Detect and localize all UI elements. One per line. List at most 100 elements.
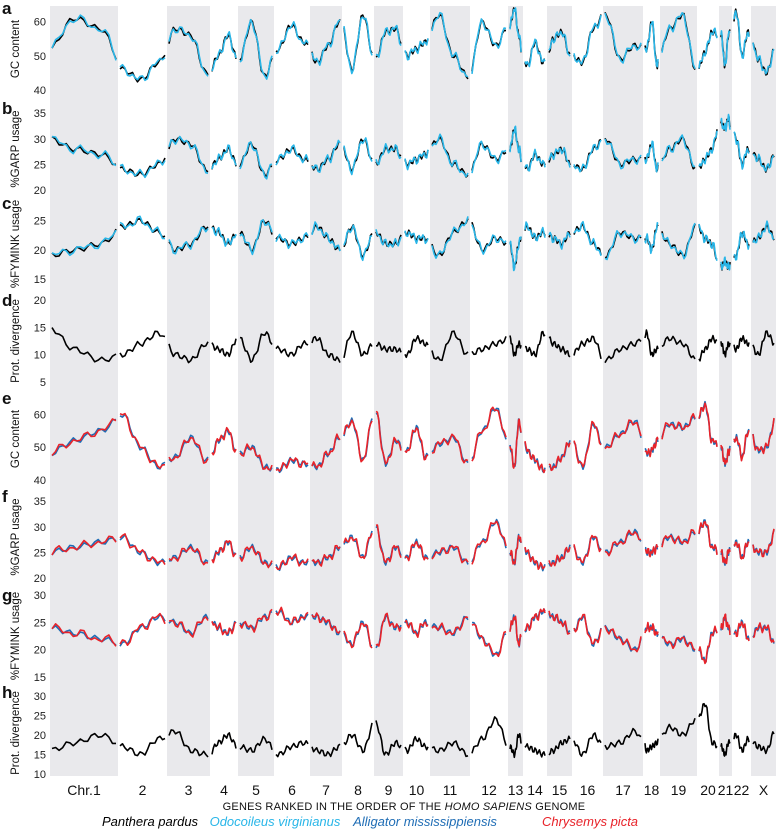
- series-line: [311, 433, 341, 469]
- series-line: [548, 30, 571, 57]
- series-line: [604, 727, 642, 751]
- panel-label: d: [2, 291, 12, 310]
- series-line: [752, 731, 775, 755]
- series-line: [119, 735, 166, 757]
- series-line: [471, 520, 507, 565]
- y-axis-label: %GARP usage: [10, 110, 22, 187]
- x-tick-label: 14: [527, 782, 543, 798]
- legend-entry: Odocoileus virginianus: [210, 814, 341, 829]
- series-line: [524, 148, 546, 172]
- series-line: [311, 139, 341, 173]
- y-tick-label: 15: [34, 274, 46, 286]
- series-line: [471, 406, 507, 462]
- y-tick-label: 20: [34, 295, 46, 307]
- series-line: [375, 524, 402, 564]
- series-line: [275, 457, 309, 472]
- series-line: [509, 236, 522, 272]
- series-line: [733, 541, 750, 560]
- y-tick-label: 50: [34, 51, 46, 63]
- chromosome-band: [660, 6, 697, 776]
- series-line: [604, 138, 642, 170]
- chromosome-band: [310, 6, 342, 776]
- series-line: [733, 131, 750, 170]
- y-tick-label: 30: [34, 691, 46, 703]
- series-line: [431, 740, 469, 758]
- series-line: [661, 717, 696, 737]
- panel-label: e: [2, 389, 11, 408]
- y-tick-label: 20: [34, 245, 46, 257]
- series-line: [275, 340, 309, 358]
- series-line: [51, 418, 117, 457]
- series-line: [604, 338, 642, 364]
- series-line: [644, 738, 659, 754]
- series-line: [168, 135, 209, 175]
- series-line: [211, 33, 237, 72]
- x-axis-label: GENES RANKED IN THE ORDER OF THE HOMO SA…: [223, 801, 586, 813]
- series-line: [604, 12, 642, 64]
- series-line: [573, 534, 602, 564]
- series-line: [311, 335, 341, 363]
- series-line: [471, 518, 507, 563]
- series-line: [604, 419, 642, 450]
- series-line: [509, 418, 522, 469]
- chromosome-bands: [50, 6, 776, 776]
- legend-entry: Chrysemys picta: [542, 814, 638, 829]
- series-line: [548, 336, 571, 358]
- y-tick-label: 35: [34, 496, 46, 508]
- y-tick-label: 50: [34, 442, 46, 454]
- series-line: [698, 29, 718, 69]
- chromosome-band: [719, 6, 732, 776]
- series-line: [752, 417, 775, 455]
- series-line: [239, 219, 273, 256]
- y-tick-label: 20: [34, 645, 46, 657]
- series-line: [698, 702, 718, 749]
- x-tick-label: X: [759, 782, 769, 798]
- series-line: [51, 14, 117, 61]
- y-tick-label: 40: [34, 85, 46, 97]
- series-line: [239, 735, 273, 753]
- series-line: [343, 224, 373, 262]
- y-tick-label: 15: [34, 672, 46, 684]
- series-line: [644, 329, 659, 358]
- y-tick-label: 15: [34, 322, 46, 334]
- series-line: [211, 621, 237, 636]
- chromosome-band: [547, 6, 572, 776]
- series-line: [720, 341, 731, 358]
- series-line: [524, 608, 546, 632]
- series-line: [733, 230, 750, 261]
- series-line: [471, 140, 507, 174]
- series-line: [404, 149, 429, 171]
- series-line: [471, 18, 507, 74]
- series-line: [604, 230, 642, 261]
- x-tick-label: 8: [354, 782, 362, 798]
- series-line: [524, 743, 546, 758]
- series-line: [644, 20, 659, 68]
- x-tick-label: 4: [220, 782, 228, 798]
- x-tick-label: 15: [552, 782, 568, 798]
- series-line: [168, 616, 209, 638]
- series-line: [604, 529, 641, 557]
- series-line: [239, 608, 273, 633]
- series-line: [311, 19, 341, 66]
- series-line: [524, 441, 546, 474]
- series-line: [51, 625, 117, 646]
- series-line: [644, 436, 659, 458]
- series-line: [661, 335, 696, 360]
- y-axis-label: GC content: [10, 19, 22, 78]
- x-tick-label: 13: [508, 782, 524, 798]
- series-chrysemys-picta: [51, 520, 775, 571]
- series-line: [720, 256, 731, 271]
- series-line: [51, 732, 116, 752]
- chromosome-band: [238, 6, 274, 776]
- series-line: [275, 144, 309, 166]
- series-line: [404, 735, 429, 755]
- series-line: [604, 625, 642, 653]
- series-line: [51, 418, 117, 457]
- series-line: [343, 622, 373, 649]
- x-tick-label: 16: [580, 782, 596, 798]
- series-line: [573, 138, 602, 172]
- series-line: [404, 619, 429, 638]
- series-line: [573, 220, 602, 256]
- series-line: [404, 540, 429, 562]
